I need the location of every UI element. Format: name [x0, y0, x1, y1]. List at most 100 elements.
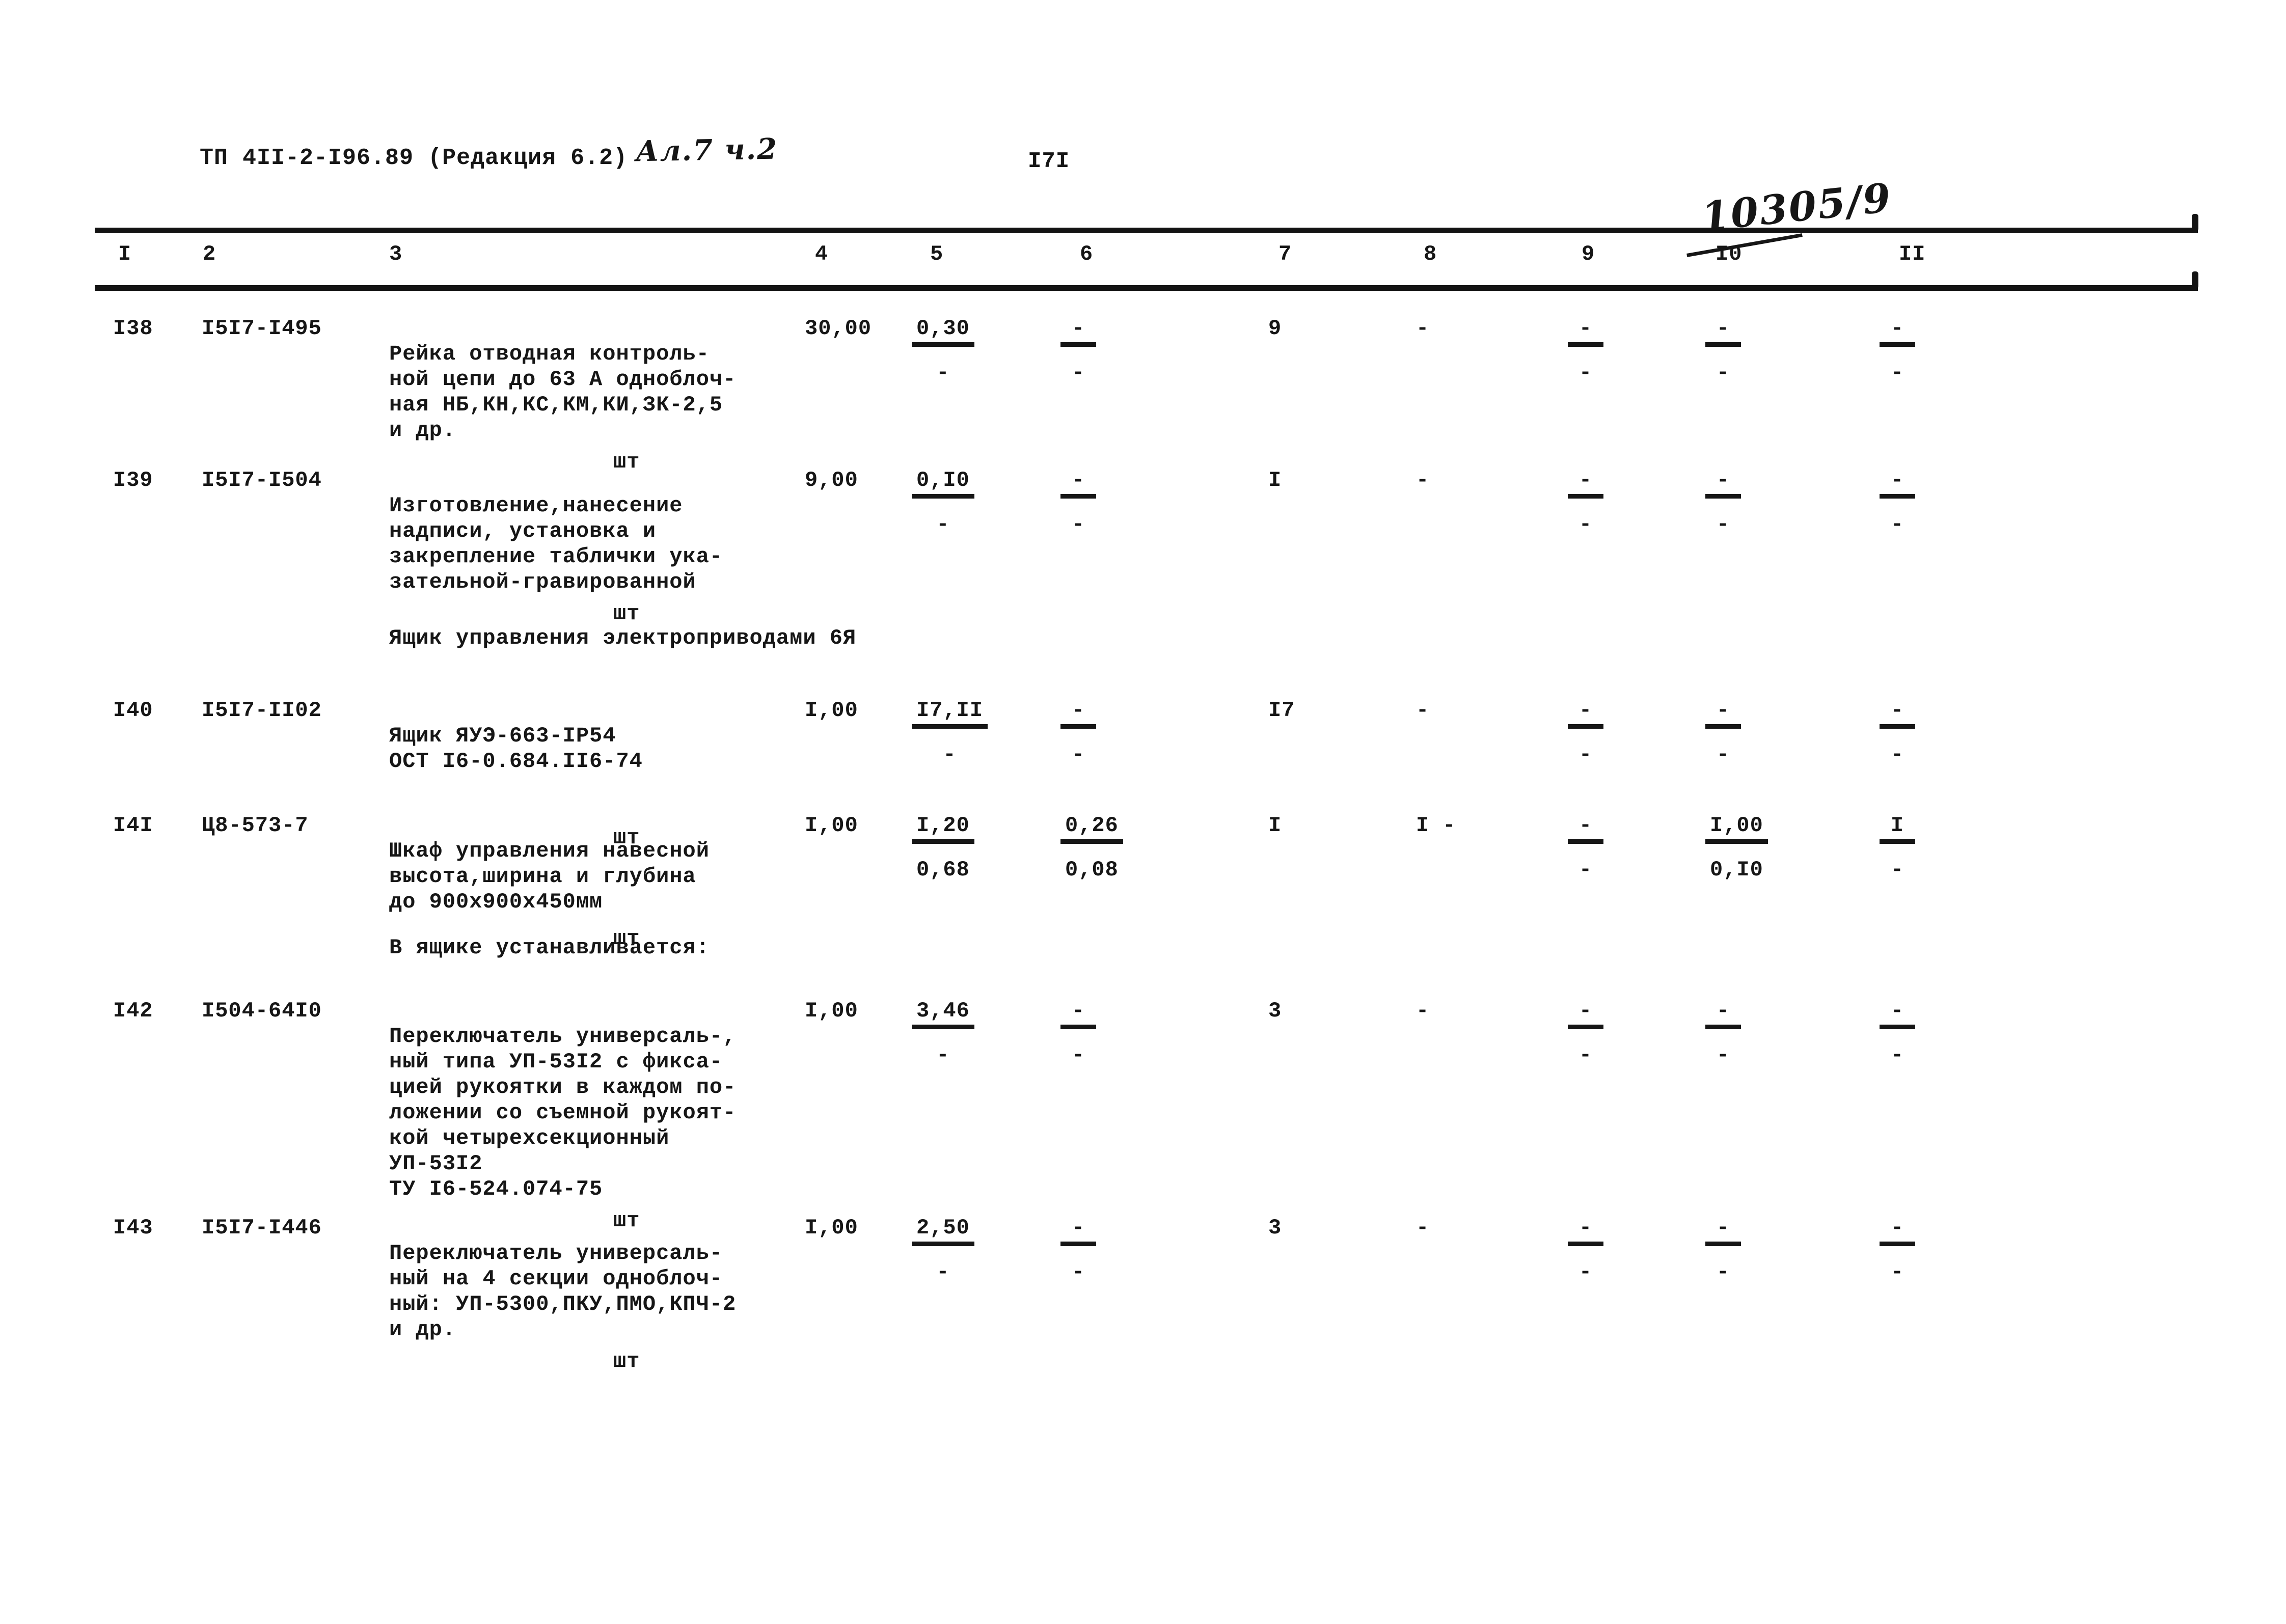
column-header-5: 5: [930, 242, 944, 266]
item-number: I40: [113, 698, 153, 723]
fraction-top: -: [1880, 998, 1915, 1029]
fraction-col9: --: [1568, 467, 1603, 537]
fraction-bottom: -: [943, 742, 957, 767]
fraction-col11: --: [1880, 698, 1915, 767]
table-header-rule: [95, 271, 2198, 291]
item-description: Шкаф управления навесной высота,ширина и…: [389, 813, 817, 977]
page-number: I7I: [1028, 149, 1070, 174]
fraction-col10: --: [1705, 467, 1741, 537]
fraction-bottom: -: [936, 1260, 950, 1284]
item-description-text: Изготовление,нанесение надписи, установк…: [389, 493, 723, 594]
fraction-top: I,20: [912, 813, 974, 844]
fraction-bottom: -: [1071, 742, 1085, 767]
qty-col4: 9,00: [805, 468, 858, 492]
fraction-bottom: 0,68: [916, 858, 970, 882]
fraction-bottom: -: [1890, 1043, 1904, 1067]
fraction-bottom: -: [936, 512, 950, 537]
fraction-bottom: -: [1071, 361, 1085, 385]
value-col8: -: [1416, 999, 1430, 1023]
fraction-top: -: [1060, 698, 1096, 729]
value-col7: 3: [1268, 999, 1282, 1023]
column-header-9: 9: [1582, 242, 1595, 266]
item-unit: шт: [613, 926, 640, 951]
value-col7: I: [1268, 813, 1282, 838]
fraction-top: -: [1568, 998, 1603, 1029]
column-header-11: II: [1899, 242, 1926, 266]
fraction-top: -: [1705, 698, 1741, 729]
fraction-col9: --: [1568, 698, 1603, 767]
fraction-col10: I,00 0,I0: [1705, 813, 1768, 883]
fraction-col9: --: [1568, 998, 1603, 1068]
fraction-top: 0,I0: [912, 467, 974, 499]
fraction-top: I7,II: [912, 698, 988, 729]
item-code: I5I7-I495: [202, 316, 322, 341]
fraction-top: -: [1705, 467, 1741, 499]
table-row-I41: I4I Ц8-573-7 Шкаф управления навесной вы…: [0, 813, 2286, 1144]
fraction-col5: 2,50 -: [912, 1215, 974, 1285]
fraction-top: -: [1568, 813, 1603, 844]
fraction-bottom: -: [1071, 512, 1085, 537]
table-row-I43: I43 I5I7-I446 Переключатель универсаль- …: [0, 1215, 2286, 1546]
fraction-bottom: -: [1716, 361, 1730, 385]
fraction-col6: --: [1060, 1215, 1096, 1285]
fraction-bottom: -: [1071, 1043, 1085, 1067]
fraction-bottom: -: [1579, 742, 1593, 767]
fraction-top: -: [1880, 467, 1915, 499]
document-title: ТП 4II-2-I96.89 (Редакция 6.2): [200, 145, 628, 171]
fraction-col11: --: [1880, 316, 1915, 386]
fraction-top: 0,26: [1060, 813, 1123, 844]
fraction-bottom: -: [1579, 1260, 1593, 1284]
fraction-bottom: -: [936, 361, 950, 385]
fraction-col6: 0,26 0,08: [1060, 813, 1123, 883]
value-col8: -: [1416, 468, 1430, 492]
fraction-bottom: -: [1716, 742, 1730, 767]
fraction-top: 0,30: [912, 316, 974, 347]
table-row-I42: I42 I504-64I0 Переключатель универсаль-,…: [0, 998, 2286, 1329]
item-code: I5I7-I446: [202, 1216, 322, 1240]
value-col8: I -: [1416, 813, 1456, 838]
item-description-text: Шкаф управления навесной высота,ширина и…: [389, 839, 710, 914]
fraction-top: -: [1060, 1215, 1096, 1246]
fraction-top: -: [1880, 316, 1915, 347]
table-row-I40: I40 I5I7-II02 Ящик ЯУЭ-663-IР54 ОСТ I6-0…: [0, 698, 2286, 1029]
column-header-6: 6: [1080, 242, 1094, 266]
qty-col4: I,00: [805, 698, 858, 723]
item-unit: шт: [613, 450, 640, 474]
item-unit: шт: [613, 601, 640, 626]
item-description: Переключатель универсаль- ный на 4 секци…: [389, 1215, 817, 1399]
table-row-I38: I38 I5I7-I495 Рейка отводная контроль- н…: [0, 316, 2286, 647]
value-col8: -: [1416, 1216, 1430, 1240]
fraction-bottom: -: [1579, 1043, 1593, 1067]
fraction-col10: --: [1705, 1215, 1741, 1285]
column-header-8: 8: [1424, 242, 1437, 266]
fraction-col6: --: [1060, 998, 1096, 1068]
fraction-bottom: -: [1716, 1043, 1730, 1067]
fraction-top: -: [1568, 467, 1603, 499]
fraction-bottom: -: [1579, 858, 1593, 882]
fraction-top: -: [1060, 316, 1096, 347]
section-heading-text: Ящик управления электроприводами 6Я: [389, 626, 857, 650]
fraction-col11: --: [1880, 1215, 1915, 1285]
fraction-col5: 3,46 -: [912, 998, 974, 1068]
fraction-bottom: -: [1890, 1260, 1904, 1284]
fraction-col6: --: [1060, 316, 1096, 386]
fraction-top: -: [1060, 998, 1096, 1029]
fraction-col10: --: [1705, 998, 1741, 1068]
item-description-text: Переключатель универсаль-, ный типа УП-5…: [389, 1024, 737, 1201]
qty-col4: I,00: [805, 999, 858, 1023]
fraction-top: -: [1705, 998, 1741, 1029]
fraction-bottom: -: [1716, 512, 1730, 537]
fraction-top: -: [1880, 698, 1915, 729]
fraction-top: -: [1880, 1215, 1915, 1246]
fraction-col11: --: [1880, 998, 1915, 1068]
fraction-col5: 0,30 -: [912, 316, 974, 386]
value-col7: I: [1268, 468, 1282, 492]
fraction-bottom: -: [1890, 742, 1904, 767]
item-description: Ящик ЯУЭ-663-IР54 ОСТ I6-0.684.II6-74 шт: [389, 698, 817, 876]
fraction-col5: I7,II -: [912, 698, 988, 767]
column-header-10: I0: [1716, 242, 1743, 266]
item-number: I43: [113, 1216, 153, 1240]
fraction-col9: --: [1568, 813, 1603, 883]
fraction-col9: --: [1568, 1215, 1603, 1285]
